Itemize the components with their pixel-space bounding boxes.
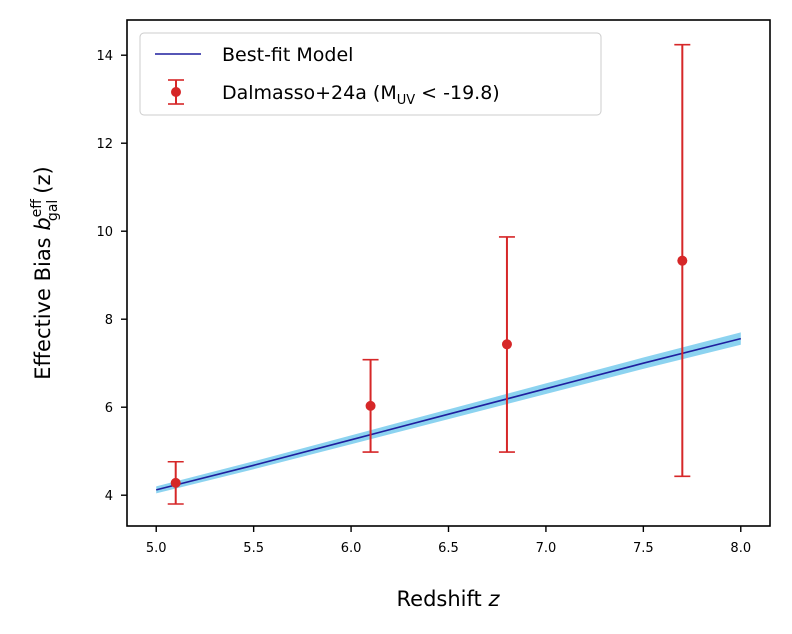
x-tick-label: 5.0: [146, 541, 167, 556]
legend-label-model: Best-fit Model: [222, 44, 353, 66]
y-tick-label: 4: [105, 489, 113, 504]
data-point: [170, 477, 181, 488]
x-axis-label: Redshift z: [397, 587, 501, 611]
data-point: [677, 255, 688, 266]
y-tick-label: 8: [105, 313, 113, 328]
y-tick-label: 14: [96, 49, 113, 64]
x-tick-label: 6.5: [438, 541, 459, 556]
legend-box: [139, 32, 602, 116]
ticks-layer: 5.0 5.5 6.0 6.5 7.0 7.5 8.0 4 6 8 10 12 14: [96, 49, 751, 556]
legend-label-data: Dalmasso+24a (MUV < -19.8): [222, 82, 500, 108]
x-tick-label: 5.5: [243, 541, 264, 556]
model-line: [156, 337, 741, 491]
y-tick-label: 6: [105, 401, 113, 416]
plot-layer: [156, 43, 741, 505]
x-tick-label: 8.0: [730, 541, 751, 556]
x-tick-label: 7.0: [536, 541, 557, 556]
legend: Best-fit Model Dalmasso+24a (MUV < -19.8…: [139, 32, 602, 116]
x-tick-label: 7.5: [633, 541, 654, 556]
data-point: [365, 400, 376, 411]
y-axis-label: Effective Bias beffgal(z): [29, 166, 61, 379]
x-tick-label: 6.0: [341, 541, 362, 556]
data-point: [501, 339, 512, 350]
y-tick-label: 10: [96, 225, 113, 240]
legend-marker: [171, 87, 181, 97]
y-tick-label: 12: [96, 137, 113, 152]
svg-text:Effective Bias beffgal(z): Effective Bias beffgal(z): [29, 166, 61, 379]
